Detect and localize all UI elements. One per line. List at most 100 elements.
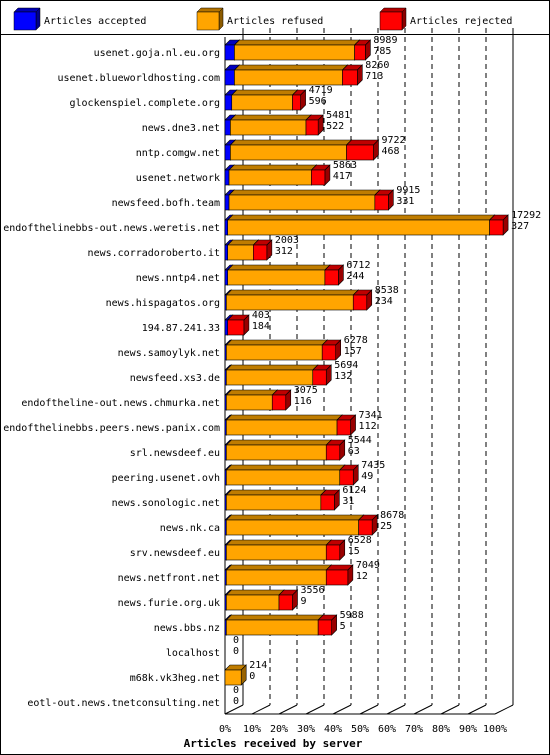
category-label: newsfeed.xs3.de [130, 373, 220, 384]
category-label: newsfeed.bofh.team [112, 198, 220, 209]
bar-total-label: 5694 [334, 360, 358, 371]
bar-refused [226, 494, 322, 511]
bar-row [224, 289, 373, 311]
bar-secondary-label: 0 [233, 646, 239, 657]
bar-refused [226, 619, 319, 636]
bar-secondary-label: 234 [375, 296, 393, 307]
bar-total-label: 8989 [373, 35, 397, 46]
category-label: endofthelinebbs.peers.news.panix.com [3, 423, 220, 434]
category-label: news.dne3.net [142, 123, 220, 134]
bar-rejected [346, 144, 374, 161]
legend-item-3: Articles rejected [379, 7, 512, 31]
bar-rejected [325, 569, 349, 586]
bar-refused-top [225, 539, 332, 546]
bar-secondary-label: 12 [356, 571, 368, 582]
x-tick-label: 30% [297, 724, 315, 735]
grid-foot [251, 704, 271, 715]
bar-refused-top [225, 414, 343, 421]
bar-accepted [224, 144, 231, 161]
bar-rejected [358, 519, 373, 536]
bar-secondary-label: 596 [309, 96, 327, 107]
legend-swatch-top [379, 7, 407, 13]
bar-rejected [311, 169, 326, 186]
bar-refused [231, 94, 293, 111]
legend-swatch-side [401, 7, 407, 31]
bar-accepted [224, 119, 231, 136]
bar-total-label: 0 [233, 635, 239, 646]
category-label: news.hispagatos.org [106, 298, 220, 309]
bar-row [224, 439, 346, 461]
category-label: news.nk.ca [160, 523, 220, 534]
bar-refused [230, 144, 347, 161]
bar-secondary-label: 331 [396, 196, 414, 207]
category-label: news.furie.org.uk [118, 598, 220, 609]
grid-foot [332, 704, 352, 715]
category-label: news.samoylyk.net [118, 348, 220, 359]
bar-refused [226, 594, 280, 611]
bar-accepted [224, 169, 230, 186]
bar-secondary-label: 0 [233, 696, 239, 707]
bar-total-label: 5481 [326, 110, 350, 121]
category-label: srl.newsdeef.eu [130, 448, 220, 459]
bar-refused-top [225, 364, 319, 371]
bar-refused [227, 269, 326, 286]
category-label: usenet.goja.nl.eu.org [94, 48, 220, 59]
bar-row [224, 139, 380, 161]
bar-row [224, 339, 342, 361]
bar-row [224, 214, 509, 236]
bar-rejected [354, 44, 366, 61]
bar-refused [234, 44, 355, 61]
bar-row [224, 539, 346, 561]
bar-rejected-top [345, 139, 380, 146]
bar-refused [226, 369, 314, 386]
bar-rejected [352, 294, 368, 311]
bar-secondary-label: 15 [348, 546, 360, 557]
bar-rejected [325, 544, 341, 561]
x-tick-label: 0% [219, 724, 231, 735]
bar-total-label: 9722 [382, 135, 406, 146]
legend-swatch [13, 11, 37, 31]
x-tick-label: 20% [270, 724, 288, 735]
bar-refused [226, 394, 273, 411]
bar-total-label: 5544 [348, 435, 372, 446]
bar-accepted [224, 319, 228, 336]
bar-secondary-label: 112 [359, 421, 377, 432]
grid-foot [278, 704, 298, 715]
bar-row [224, 589, 299, 611]
bar-secondary-label: 25 [380, 521, 392, 532]
legend-label: Articles accepted [44, 16, 146, 27]
bar-row [224, 514, 378, 536]
legend-divider [0, 34, 550, 35]
category-label: news.nntp4.net [136, 273, 220, 284]
bar-rejected [227, 319, 245, 336]
bar-row [224, 564, 354, 586]
bar-rejected [278, 594, 293, 611]
bar-rejected [292, 94, 301, 111]
bar-total-label: 8260 [365, 60, 389, 71]
grid-foot [467, 704, 487, 715]
bar-total-label: 7435 [361, 460, 385, 471]
x-tick-label: 40% [324, 724, 342, 735]
bar-row [224, 414, 357, 436]
bar-rejected [253, 244, 268, 261]
category-label: usenet.network [136, 173, 220, 184]
bar-row [224, 614, 338, 636]
bar-refused-top [233, 39, 361, 46]
bar-rejected [321, 344, 337, 361]
bar-row [224, 664, 247, 686]
bar-secondary-label: 468 [382, 146, 400, 157]
bar-secondary-label: 31 [342, 496, 354, 507]
bar-total-label: 17292 [511, 210, 541, 221]
bar-refused-top [225, 289, 359, 296]
grid-foot [440, 704, 460, 715]
bar-row [224, 164, 331, 186]
x-tick-label: 50% [351, 724, 369, 735]
legend-item-2: Articles refused [196, 7, 323, 31]
bar-refused-top [225, 589, 285, 596]
category-label: usenet.blueworldhosting.com [57, 73, 220, 84]
bar-refused-top [225, 489, 327, 496]
legend: Articles accepted Articles refused Article… [13, 7, 512, 31]
bar-rejected [489, 219, 504, 236]
